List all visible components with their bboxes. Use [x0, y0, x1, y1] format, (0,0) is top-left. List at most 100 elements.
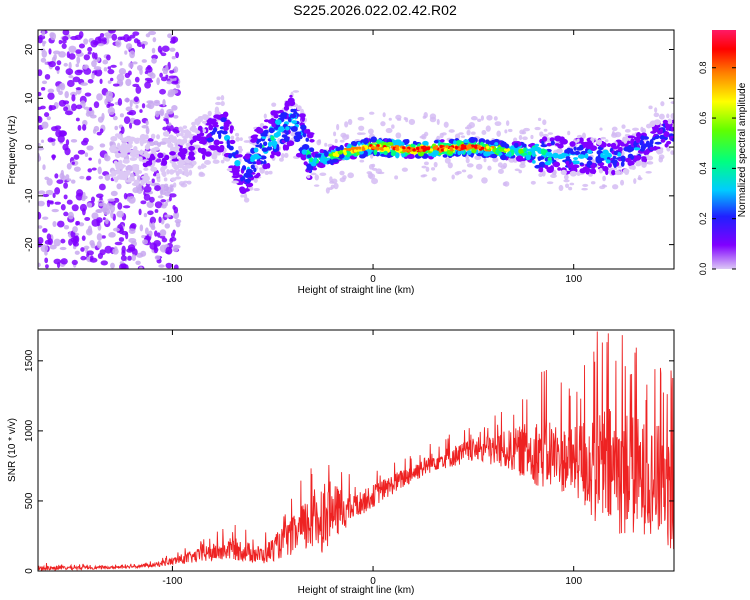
spectrogram-cell: [422, 174, 428, 177]
spectrogram-cell: [646, 161, 654, 165]
spectrogram-cell: [451, 174, 455, 180]
spectrogram-cell: [664, 143, 669, 148]
spectrogram-cell: [640, 126, 644, 133]
spectrogram-cell: [38, 154, 42, 162]
spectrogram-cell: [131, 248, 138, 256]
spectrogram-cell: [456, 170, 462, 175]
spectrogram-cell: [619, 141, 625, 145]
spectrogram-cell: [116, 210, 124, 218]
spectrogram-cell: [75, 63, 79, 68]
spectrogram-cell: [96, 209, 101, 213]
spectrogram-cell: [156, 172, 161, 178]
colorbar: 0.0 0.2 0.4 0.6 0.8 Normalized spectral ampl…: [698, 30, 748, 275]
snr-xtick-label: -100: [162, 576, 182, 587]
spectrogram-cell: [184, 164, 193, 169]
spectrogram-cell: [217, 130, 222, 135]
spectrogram-cell: [390, 151, 396, 157]
spectrogram-cell: [47, 88, 55, 93]
spectrogram-cell: [81, 235, 86, 241]
spectrogram-cell: [170, 89, 179, 94]
spectrogram-cell: [440, 148, 445, 152]
spectrogram-cell: [431, 153, 437, 158]
spectrogram-cell: [87, 168, 93, 173]
spectrogram-cell: [208, 145, 216, 149]
spectrogram-cell: [220, 95, 225, 101]
spectrogram-cell: [38, 262, 41, 268]
spectrogram-cell: [332, 152, 337, 157]
spectrogram-cell: [557, 143, 564, 149]
spectrogram-cell: [159, 141, 167, 145]
spectrogram-cell: [420, 146, 425, 150]
spectrogram-cell: [281, 115, 288, 119]
spectrogram-cell: [183, 171, 190, 177]
spectrogram-cell: [547, 157, 552, 161]
spectrogram-cell: [131, 254, 137, 262]
spectrogram-cell: [483, 157, 487, 163]
spectrogram-cell: [91, 167, 97, 171]
spectrogram-cell: [164, 223, 171, 229]
spectrogram-cell: [356, 132, 363, 136]
spectrogram-cell: [175, 51, 180, 59]
spectrogram-cell: [124, 97, 131, 103]
spectrogram-cell: [568, 186, 573, 191]
spectrogram-cell: [530, 134, 534, 140]
spectrogram-cell: [101, 112, 105, 121]
spectrogram-cell: [45, 189, 54, 196]
spectrogram-cell: [431, 177, 437, 182]
spectrogram-cell: [166, 108, 174, 115]
spectrogram-cell: [148, 230, 153, 237]
spectrogram-cell: [71, 103, 77, 111]
spectrogram-cell: [89, 114, 97, 119]
spectrogram-cell: [465, 158, 470, 164]
spectrogram-cell: [165, 118, 169, 125]
spectrogram-cell: [182, 125, 188, 129]
spectrogram-cell: [382, 112, 386, 118]
spectrogram-cell: [573, 157, 579, 160]
spectrogram-cell: [73, 154, 80, 160]
spectrogram-cell: [190, 139, 195, 144]
colorbar-tick-label: 0.6: [698, 112, 708, 125]
spectrogram-cell: [489, 140, 495, 146]
spectrogram-cell: [289, 113, 297, 119]
spectrogram-cell: [123, 150, 128, 157]
spectrogram-cell: [648, 105, 653, 110]
spectrogram-cell: [289, 94, 293, 98]
spectrogram-cell: [667, 118, 673, 125]
spectrogram-cell: [97, 43, 105, 47]
spectrogram-cell: [214, 145, 220, 151]
spectrogram-cell: [98, 158, 102, 165]
spectrogram-cell: [58, 130, 67, 137]
spectrogram-cell: [81, 197, 86, 202]
spectrogram-cell: [158, 264, 165, 268]
spectrogram-cell: [541, 136, 548, 142]
spectrogram-cell: [353, 142, 358, 147]
spectrogram-cell: [49, 244, 57, 250]
spectrogram-cell: [61, 43, 67, 49]
spectrogram-cell: [164, 214, 172, 218]
spectrogram-cell: [301, 149, 308, 155]
spectrogram-cell: [111, 170, 115, 175]
spectrogram-cell: [264, 170, 270, 176]
spectrogram-cell: [231, 166, 237, 174]
spectrogram-cell: [641, 161, 649, 165]
spectrogram-cell: [156, 232, 161, 238]
spectrogram-cell: [357, 141, 362, 146]
spectrogram-cell: [177, 168, 183, 175]
spectrogram-cell: [371, 145, 375, 149]
spectrogram-cell: [116, 142, 121, 149]
spectrogram-cell: [124, 264, 129, 269]
spectrogram-cell: [331, 158, 339, 163]
spectrogram-cell: [214, 109, 220, 114]
spectrogram-cell: [112, 148, 121, 152]
spectrogram-cell: [231, 175, 240, 179]
spectrogram-cell: [460, 146, 465, 150]
spectrogram-cell: [660, 101, 665, 107]
spectrogram-cell: [198, 172, 206, 178]
spectrogram-cell: [173, 164, 180, 171]
spectrogram-cell: [79, 203, 87, 212]
spectrogram-cell: [513, 137, 518, 143]
spectrogram-cell: [307, 128, 311, 135]
spectrogram-cell: [243, 140, 251, 143]
spectrogram-cell: [46, 200, 54, 204]
spectrogram-cell: [74, 250, 80, 255]
